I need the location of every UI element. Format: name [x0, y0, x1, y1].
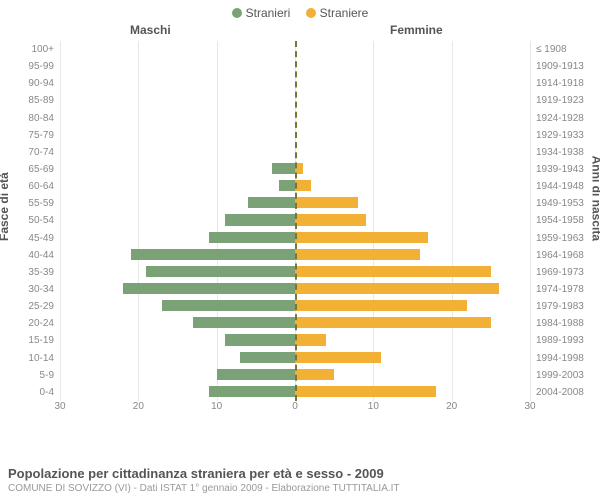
legend: Stranieri Straniere [0, 0, 600, 23]
age-label: 80-84 [4, 110, 60, 128]
bar-female [295, 369, 334, 380]
chart-title: Popolazione per cittadinanza straniera p… [8, 466, 592, 481]
bar-female [295, 317, 491, 328]
x-tick: 30 [54, 401, 65, 412]
bar-male [217, 369, 295, 380]
bar-male [272, 163, 296, 174]
legend-item-female: Straniere [306, 6, 369, 20]
bar-female [295, 334, 326, 345]
birth-year-label: 1974-1978 [530, 281, 598, 299]
birth-year-label: 1914-1918 [530, 75, 598, 93]
age-label: 100+ [4, 41, 60, 59]
header-male: Maschi [130, 23, 171, 37]
bar-male [248, 197, 295, 208]
bar-male [162, 300, 295, 311]
bar-male [123, 283, 295, 294]
bar-male [225, 334, 296, 345]
age-label: 35-39 [4, 264, 60, 282]
age-label: 50-54 [4, 212, 60, 230]
bar-male [240, 352, 295, 363]
age-label: 95-99 [4, 58, 60, 76]
bar-male [146, 266, 295, 277]
bar-female [295, 180, 311, 191]
age-label: 70-74 [4, 144, 60, 162]
age-label: 30-34 [4, 281, 60, 299]
birth-year-label: 1954-1958 [530, 212, 598, 230]
birth-year-label: 1939-1943 [530, 161, 598, 179]
header-female: Femmine [390, 23, 443, 37]
legend-label-male: Stranieri [246, 6, 291, 20]
bar-female [295, 249, 420, 260]
age-label: 45-49 [4, 230, 60, 248]
birth-year-label: 1919-1923 [530, 92, 598, 110]
birth-year-label: 1984-1988 [530, 315, 598, 333]
bar-male [225, 214, 296, 225]
plot-area: Fasce di età Anni di nascita 100+≤ 19089… [0, 41, 600, 441]
bar-female [295, 386, 436, 397]
birth-year-label: 1959-1963 [530, 230, 598, 248]
bar-female [295, 232, 428, 243]
x-tick: 20 [133, 401, 144, 412]
bar-male [131, 249, 296, 260]
bar-male [193, 317, 295, 328]
birth-year-label: 1994-1998 [530, 350, 598, 368]
bar-female [295, 266, 491, 277]
age-label: 10-14 [4, 350, 60, 368]
age-label: 15-19 [4, 332, 60, 350]
birth-year-label: 1909-1913 [530, 58, 598, 76]
bar-female [295, 352, 381, 363]
legend-swatch-male [232, 8, 242, 18]
x-tick: 30 [524, 401, 535, 412]
age-label: 55-59 [4, 195, 60, 213]
birth-year-label: 1929-1933 [530, 127, 598, 145]
age-label: 90-94 [4, 75, 60, 93]
legend-label-female: Straniere [320, 6, 369, 20]
age-label: 0-4 [4, 384, 60, 402]
birth-year-label: ≤ 1908 [530, 41, 598, 59]
legend-swatch-female [306, 8, 316, 18]
age-label: 5-9 [4, 367, 60, 385]
x-tick: 0 [292, 401, 298, 412]
x-tick: 10 [211, 401, 222, 412]
x-tick: 20 [446, 401, 457, 412]
gender-headers: Maschi Femmine [0, 23, 600, 41]
bar-female [295, 283, 499, 294]
population-pyramid-chart: Stranieri Straniere Maschi Femmine Fasce… [0, 0, 600, 500]
birth-year-label: 1999-2003 [530, 367, 598, 385]
birth-year-label: 1964-1968 [530, 247, 598, 265]
chart-subtitle: COMUNE DI SOVIZZO (VI) - Dati ISTAT 1° g… [8, 483, 592, 494]
birth-year-label: 1949-1953 [530, 195, 598, 213]
bar-rows: 100+≤ 190895-991909-191390-941914-191885… [60, 41, 530, 421]
birth-year-label: 1934-1938 [530, 144, 598, 162]
birth-year-label: 1944-1948 [530, 178, 598, 196]
bar-male [209, 232, 295, 243]
x-axis: 3020100102030 [60, 401, 530, 421]
x-tick: 10 [368, 401, 379, 412]
legend-item-male: Stranieri [232, 6, 291, 20]
birth-year-label: 1969-1973 [530, 264, 598, 282]
birth-year-label: 2004-2008 [530, 384, 598, 402]
age-label: 25-29 [4, 298, 60, 316]
center-line [295, 41, 297, 401]
bar-male [279, 180, 295, 191]
age-label: 20-24 [4, 315, 60, 333]
bar-female [295, 300, 467, 311]
age-label: 85-89 [4, 92, 60, 110]
age-label: 65-69 [4, 161, 60, 179]
chart-footer: Popolazione per cittadinanza straniera p… [8, 466, 592, 494]
bar-male [209, 386, 295, 397]
bar-female [295, 197, 358, 208]
birth-year-label: 1979-1983 [530, 298, 598, 316]
birth-year-label: 1989-1993 [530, 332, 598, 350]
age-label: 40-44 [4, 247, 60, 265]
birth-year-label: 1924-1928 [530, 110, 598, 128]
age-label: 60-64 [4, 178, 60, 196]
bar-female [295, 214, 366, 225]
age-label: 75-79 [4, 127, 60, 145]
